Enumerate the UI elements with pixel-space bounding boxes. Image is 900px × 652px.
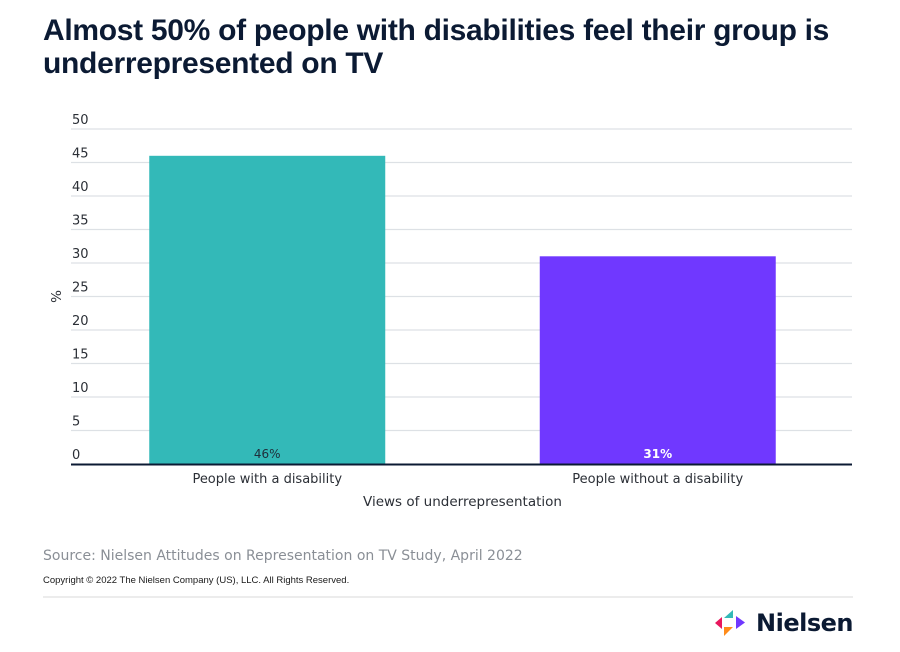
- footer-divider: [43, 596, 853, 598]
- data-labels: 46% 31%: [254, 447, 672, 461]
- x-category-label: People without a disability: [572, 472, 743, 487]
- logo-triangle-pink: [715, 617, 722, 629]
- x-axis-categories: People with a disability People without a…: [192, 472, 743, 487]
- x-axis-title: Views of underrepresentation: [363, 494, 562, 510]
- y-axis-ticks: 0 5 10 15 20 25 30 35 40 45 50: [72, 113, 89, 463]
- bar-chart: 0 5 10 15 20 25 30 35 40 45 50 46% 31% People with …: [49, 113, 852, 510]
- data-label: 31%: [643, 447, 672, 461]
- chart-title: Almost 50% of people with disabilities f…: [43, 14, 830, 80]
- logo-triangle-orange: [724, 627, 733, 636]
- y-tick-label: 50: [72, 113, 89, 128]
- y-tick-label: 45: [72, 147, 89, 162]
- y-tick-label: 35: [72, 214, 89, 229]
- y-tick-label: 25: [72, 281, 89, 296]
- nielsen-logo: Nielsen: [714, 608, 853, 638]
- y-tick-label: 20: [72, 314, 89, 329]
- y-tick-label: 30: [72, 247, 89, 262]
- y-tick-label: 40: [72, 180, 89, 195]
- nielsen-logo-mark-icon: [715, 610, 745, 636]
- y-tick-label: 15: [72, 348, 89, 363]
- x-category-label: People with a disability: [192, 472, 342, 487]
- y-tick-label: 0: [72, 448, 80, 463]
- nielsen-logo-text: Nielsen: [756, 609, 853, 637]
- bars: [149, 155, 776, 465]
- logo-triangle-purple: [736, 616, 745, 629]
- copyright-note: Copyright © 2022 The Nielsen Company (US…: [43, 575, 350, 586]
- bar-1: [149, 155, 386, 465]
- y-tick-label: 5: [72, 415, 80, 430]
- source-note: Source: Nielsen Attitudes on Representat…: [43, 548, 523, 564]
- y-axis-title: %: [49, 290, 65, 303]
- bar-2: [539, 256, 776, 464]
- logo-triangle-teal: [724, 610, 733, 618]
- data-label: 46%: [254, 447, 281, 461]
- y-tick-label: 10: [72, 381, 89, 396]
